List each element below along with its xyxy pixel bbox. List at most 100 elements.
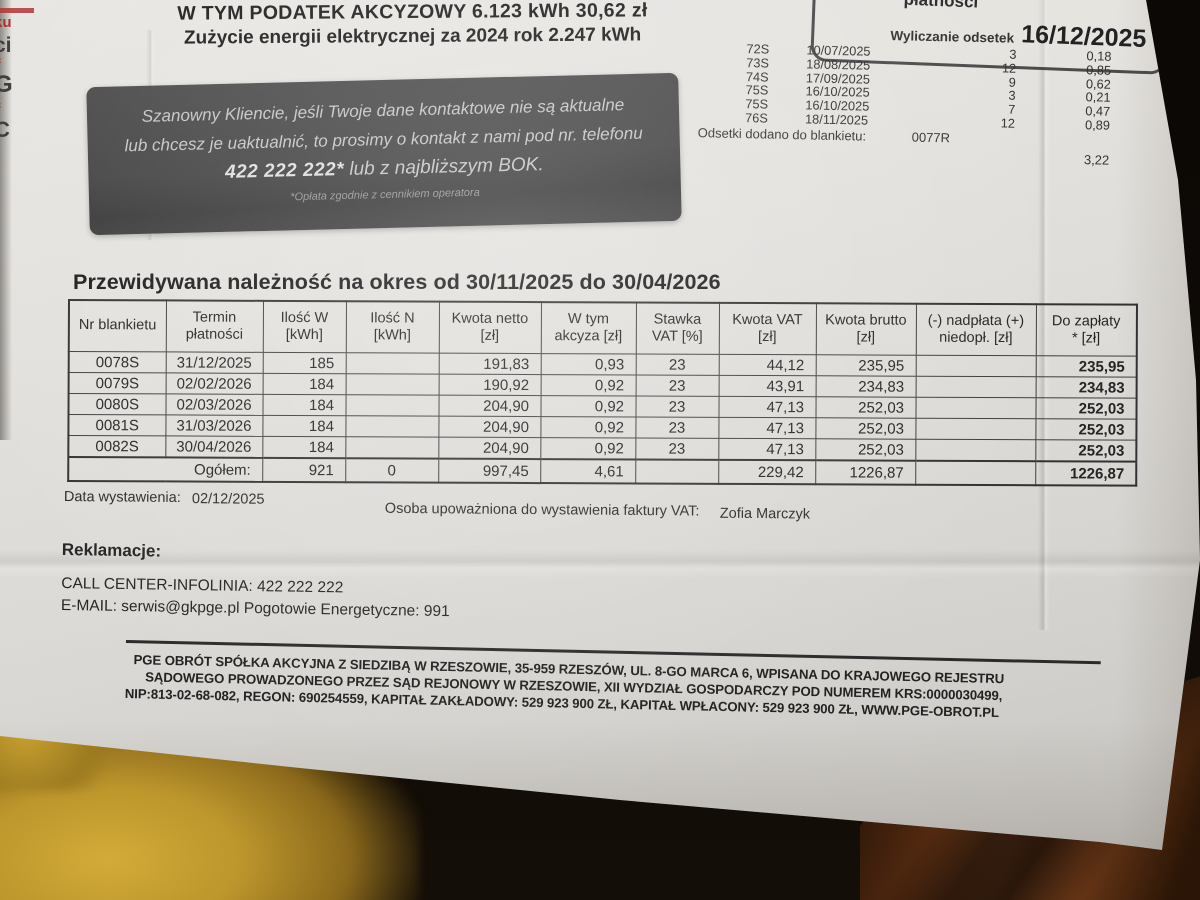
interest-total: 3,22 (1083, 151, 1110, 168)
table-cell: 23 (635, 353, 719, 376)
table-cell: 252,03 (1035, 439, 1137, 462)
table-cell: 47,13 (718, 438, 816, 461)
interest-footer-label: Odsetki dodano do blankietu: (697, 124, 867, 144)
table-cell: 47,13 (718, 417, 816, 439)
authorized-person-label: Osoba upoważniona do wystawienia faktury… (384, 500, 700, 520)
call-center-line: CALL CENTER-INFOLINIA: 422 222 222 (61, 574, 344, 597)
table-cell (915, 418, 1036, 440)
table-cell: 234,83 (815, 375, 916, 398)
column-header-line: Ilość W (280, 309, 329, 326)
table-cell: 234,83 (1035, 376, 1137, 399)
contact-notice-box: Szanowny Kliencie, jeśli Twoje dane kont… (86, 72, 682, 236)
email-line: E-MAIL: serwis@gkpge.pl Pogotowie Energe… (60, 596, 450, 621)
edge-red-mark (0, 8, 34, 13)
notice-line: Szanowny Kliencie, jeśli Twoje dane kont… (141, 95, 625, 126)
table-cell: 921 (262, 457, 346, 483)
table-cell: 997,45 (438, 458, 541, 484)
table-cell (635, 459, 719, 484)
issue-date-value: 02/12/2025 (191, 491, 265, 508)
table-cell: 0082S (68, 435, 166, 458)
table-cell: 0,92 (540, 416, 636, 438)
table-cell (345, 373, 439, 396)
table-cell: 31/03/2026 (165, 414, 263, 437)
column-header: Kwota brutto [zł] (815, 303, 916, 356)
table-cell: 1226,87 (1035, 461, 1137, 486)
column-header: Ilość N [kWh] (345, 301, 439, 354)
table-cell: 02/02/2026 (165, 372, 263, 395)
table-cell (345, 436, 439, 459)
table-cell (345, 352, 439, 375)
excise-summary: W TYM PODATEK AKCYZOWY 6.123 kWh 30,62 z… (145, 0, 680, 50)
consumption-line: Zużycie energii elektrycznej za 2024 rok… (183, 24, 642, 49)
table-cell: 0,92 (540, 437, 636, 460)
table-total-row: Ogółem: 921 0 997,45 4,61 229,42 1226,87 1226,8… (68, 457, 1137, 486)
column-header-line: * [zł] (1071, 330, 1101, 347)
edge-text-fragment: C (0, 117, 10, 142)
column-header-line: akcyza [zł] (554, 328, 623, 345)
table-cell: 204,90 (438, 416, 541, 438)
table-cell: 252,03 (815, 417, 916, 440)
table-cell: 0081S (68, 414, 166, 436)
table-cell (915, 376, 1036, 398)
table-cell: 47,13 (718, 396, 816, 418)
notice-phone-rest: lub z najbliższym BOK. (343, 154, 544, 180)
table-cell: 235,95 (1035, 355, 1137, 378)
authorized-person-name: Zofia Marczyk (719, 505, 811, 523)
column-header-line: Ilość N (370, 309, 415, 327)
column-header: Nr blankietu (68, 300, 166, 352)
table-cell: 252,03 (1035, 418, 1137, 441)
interest-section: Wyliczanie odsetek 72S 10/07/2025 3 0,18 73S… (692, 24, 1115, 168)
table-cell: 0,92 (540, 374, 636, 396)
column-header-line: [zł] (758, 329, 777, 346)
table-cell: 0,92 (540, 395, 636, 417)
forecast-title: Przewidywana należność na okres od 30/11… (73, 270, 721, 294)
edge-text-fragment: ∝ (0, 56, 2, 67)
table-cell: 235,95 (815, 354, 916, 377)
table-cell: 31/12/2025 (165, 351, 263, 374)
table-cell (915, 397, 1036, 419)
table-cell: 229,42 (718, 459, 816, 485)
forecast-table: Nr blankietu Termin płatności Ilość W [kWh] I… (67, 299, 1138, 487)
column-header-line: Do zapłaty (1051, 312, 1121, 330)
table-cell: 0,93 (540, 353, 636, 375)
column-header-line: W tym (567, 310, 609, 327)
interest-cell: 18/11/2025 (804, 111, 869, 128)
table-cell: 30/04/2026 (165, 435, 263, 458)
table-cell (345, 415, 439, 438)
due-label: płatności (903, 0, 979, 12)
table-cell: 191,83 (438, 353, 541, 375)
interest-rows: 72S 10/07/2025 3 0,18 73S 18/08/2025 12 0,85 74S… (693, 41, 1115, 133)
notice-phone-line: 422 222 222* lub z najbliższym BOK. (88, 151, 680, 187)
table-cell: 252,03 (1035, 397, 1137, 420)
table-cell: 204,90 (438, 395, 541, 417)
column-header-line: płatności (185, 326, 243, 343)
table-cell: 0080S (68, 393, 166, 415)
excise-line: W TYM PODATEK AKCYZOWY 6.123 kWh 30,62 z… (177, 0, 648, 25)
table-cell: 0 (345, 458, 439, 483)
interest-blankiet-code: 0077R (911, 129, 951, 146)
column-header-line: Nr blankietu (78, 317, 157, 334)
table-cell: 44,12 (718, 354, 816, 376)
table-cell: 1226,87 (815, 460, 916, 485)
table-cell: 252,03 (815, 396, 916, 419)
edge-text-fragment: ci (0, 34, 12, 57)
column-header-line: Stawka (653, 311, 702, 328)
edge-text-fragment: G (0, 71, 13, 98)
column-header-line: VAT [%] (651, 328, 703, 345)
edge-text-fragment: ku (0, 14, 12, 31)
total-label-cell: Ogółem: (68, 457, 263, 482)
column-header-line: [kWh] (285, 326, 323, 344)
interest-cell: 76S (744, 110, 768, 126)
table-cell: 184 (262, 373, 346, 395)
table-cell: 204,90 (438, 437, 541, 460)
column-header: W tym akcyza [zł] (540, 302, 636, 354)
table-cell: 23 (635, 416, 719, 439)
column-header-line: Kwota netto (451, 310, 529, 327)
column-header-line: [kWh] (373, 327, 411, 344)
column-header: Ilość W [kWh] (262, 300, 346, 353)
column-header: (-) nadpłata (+) niedopł. [zł] (915, 303, 1036, 356)
table-cell: 02/03/2026 (165, 393, 263, 416)
table-cell: 252,03 (815, 438, 916, 461)
column-header: Kwota VAT [zł] (718, 302, 816, 355)
